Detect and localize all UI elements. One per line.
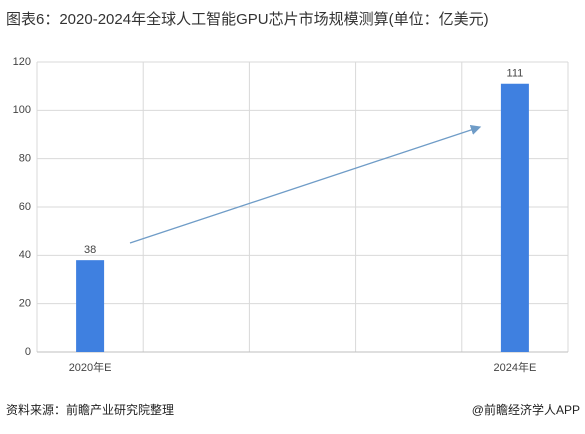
bar	[500, 83, 529, 352]
chart-title: 图表6：2020-2024年全球人工智能GPU芯片市场规模测算(单位：亿美元)	[6, 10, 489, 28]
x-tick-label: 2020年E	[69, 360, 112, 374]
y-tick-label: 120	[13, 56, 31, 68]
bar	[76, 260, 105, 352]
y-tick-label: 40	[19, 249, 31, 261]
credit: @前瞻经济学人APP	[472, 402, 580, 417]
y-tick-label: 60	[19, 201, 31, 213]
y-tick-label: 80	[19, 153, 31, 165]
y-tick-label: 20	[19, 298, 31, 310]
y-tick-label: 100	[13, 104, 31, 116]
y-tick-label: 0	[25, 346, 31, 358]
trend-arrow	[129, 124, 482, 244]
value-label: 38	[84, 244, 96, 256]
x-tick-label: 2024年E	[493, 360, 536, 374]
value-label: 111	[507, 68, 524, 80]
source-note: 资料来源：前瞻产业研究院整理	[6, 402, 174, 417]
